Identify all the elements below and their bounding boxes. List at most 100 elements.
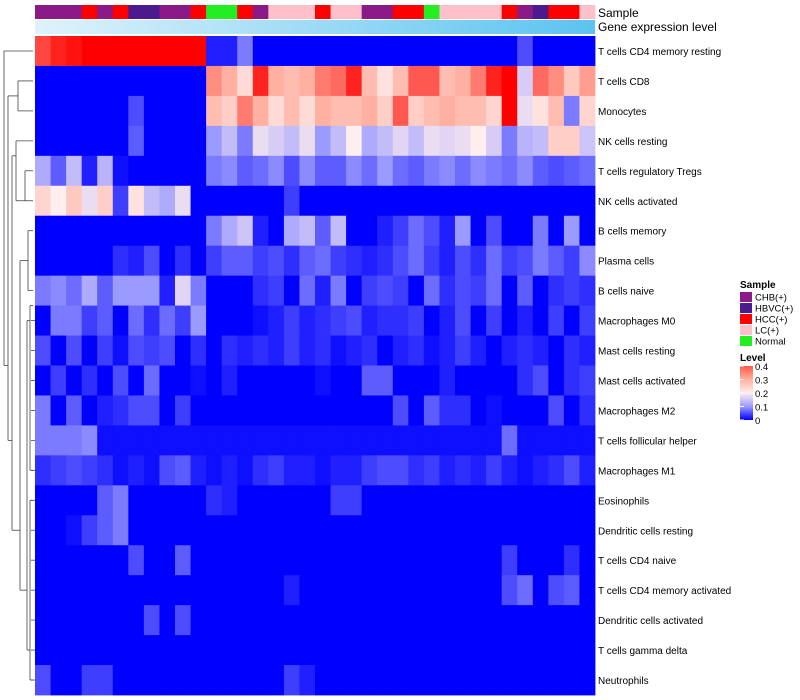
sample-annotation-bar	[35, 5, 596, 19]
heatmap-cell	[252, 665, 269, 696]
row-label: NK cells resting	[598, 137, 667, 148]
heatmap-cell	[35, 545, 51, 576]
heatmap-cell	[252, 395, 269, 426]
sample-annotation-cell	[35, 5, 51, 19]
heatmap-cell	[439, 455, 456, 486]
heatmap-cell	[392, 515, 409, 546]
heatmap-cell	[579, 455, 596, 486]
heatmap-cell	[252, 515, 269, 546]
heatmap-cell	[237, 335, 254, 366]
row-labels: T cells CD4 memory resting T cells CD8 Mon…	[598, 47, 731, 687]
heatmap-cell	[517, 665, 534, 696]
heatmap-cell	[237, 575, 254, 606]
heatmap-cell	[159, 215, 176, 247]
heatmap-cell	[517, 335, 534, 366]
heatmap-cell	[299, 425, 316, 456]
heatmap-cell	[50, 335, 67, 366]
heatmap-cell	[206, 605, 223, 636]
heatmap-cell	[128, 65, 145, 97]
heatmap-cell	[35, 335, 51, 366]
heatmap-cell	[501, 275, 518, 306]
heatmap-cell	[283, 125, 300, 157]
heatmap-cell	[283, 665, 300, 696]
heatmap-cell	[252, 185, 269, 217]
heatmap-cell	[330, 635, 347, 666]
heatmap-cell	[143, 365, 160, 396]
heatmap-cell	[190, 365, 207, 396]
heatmap-cell	[377, 275, 394, 306]
heatmap-cell	[112, 365, 129, 396]
heatmap-cell	[268, 185, 285, 217]
heatmap-cell	[190, 185, 207, 217]
heatmap-cell	[112, 395, 129, 426]
heatmap-cell	[66, 65, 83, 97]
heatmap-cell	[97, 395, 114, 426]
heatmap-cell	[128, 275, 145, 306]
heatmap-cell	[532, 95, 549, 127]
heatmap-cell	[66, 155, 83, 187]
heatmap-cell	[315, 395, 331, 426]
heatmap-cell	[548, 395, 565, 426]
heatmap-cell	[470, 665, 487, 696]
heatmap-cell	[548, 635, 565, 666]
heatmap-cell	[81, 36, 98, 67]
heatmap-cell	[81, 365, 98, 396]
heatmap-cell	[283, 605, 300, 636]
heatmap-cell	[190, 215, 207, 247]
heatmap-cell	[175, 635, 191, 666]
heatmap-cell	[128, 36, 145, 67]
heatmap-cell	[97, 635, 114, 666]
heatmap-cell	[439, 485, 456, 516]
sample-annotation-label: Sample	[598, 6, 639, 20]
heatmap-cell	[548, 155, 565, 187]
heatmap-cell	[268, 605, 285, 636]
heatmap-cell	[283, 515, 300, 546]
heatmap-cell	[128, 455, 145, 486]
heatmap-cell	[97, 425, 114, 456]
heatmap-cell	[206, 425, 223, 456]
heatmap-cell	[299, 575, 316, 606]
heatmap-cell	[392, 185, 409, 217]
heatmap-cell	[221, 605, 238, 636]
heatmap-cell	[315, 485, 331, 516]
sample-annotation-cell	[190, 5, 207, 19]
row-label: Macrophages M2	[598, 406, 676, 417]
heatmap-cell	[315, 425, 331, 456]
heatmap-cell	[97, 575, 114, 606]
legend-sample-swatch	[740, 314, 752, 324]
legend-sample-swatch	[740, 325, 752, 335]
heatmap-cell	[361, 335, 378, 366]
heatmap-cell	[175, 575, 191, 606]
heatmap-cell	[439, 575, 456, 606]
heatmap-cell	[346, 425, 363, 456]
heatmap-cell	[283, 365, 300, 396]
heatmap-cell	[361, 425, 378, 456]
heatmap-cell	[548, 425, 565, 456]
heatmap-cell	[50, 665, 67, 696]
heatmap-cell	[455, 245, 471, 277]
heatmap-cell	[423, 605, 440, 636]
heatmap-cell	[206, 335, 223, 366]
heatmap-cell	[330, 455, 347, 486]
heatmap-cell	[532, 605, 549, 636]
heatmap-cell	[221, 155, 238, 187]
heatmap-cell	[455, 65, 471, 97]
heatmap-cell	[221, 485, 238, 516]
heatmap-cell	[361, 575, 378, 606]
heatmap-cell	[143, 125, 160, 157]
legend-level-tick-label: 0.1	[755, 403, 768, 414]
heatmap-cell	[486, 455, 503, 486]
heatmap-cell	[221, 65, 238, 97]
heatmap-cell	[439, 335, 456, 366]
heatmap-cell	[361, 455, 378, 486]
heatmap-cell	[81, 455, 98, 486]
heatmap-cell	[81, 425, 98, 456]
heatmap-cell	[159, 275, 176, 306]
heatmap-cell	[128, 215, 145, 247]
heatmap-cell	[66, 395, 83, 426]
row-label: Mast cells resting	[598, 347, 675, 358]
heatmap-cell	[392, 95, 409, 127]
heatmap-cell	[143, 425, 160, 456]
heatmap-cell	[81, 395, 98, 426]
heatmap-cell	[237, 425, 254, 456]
